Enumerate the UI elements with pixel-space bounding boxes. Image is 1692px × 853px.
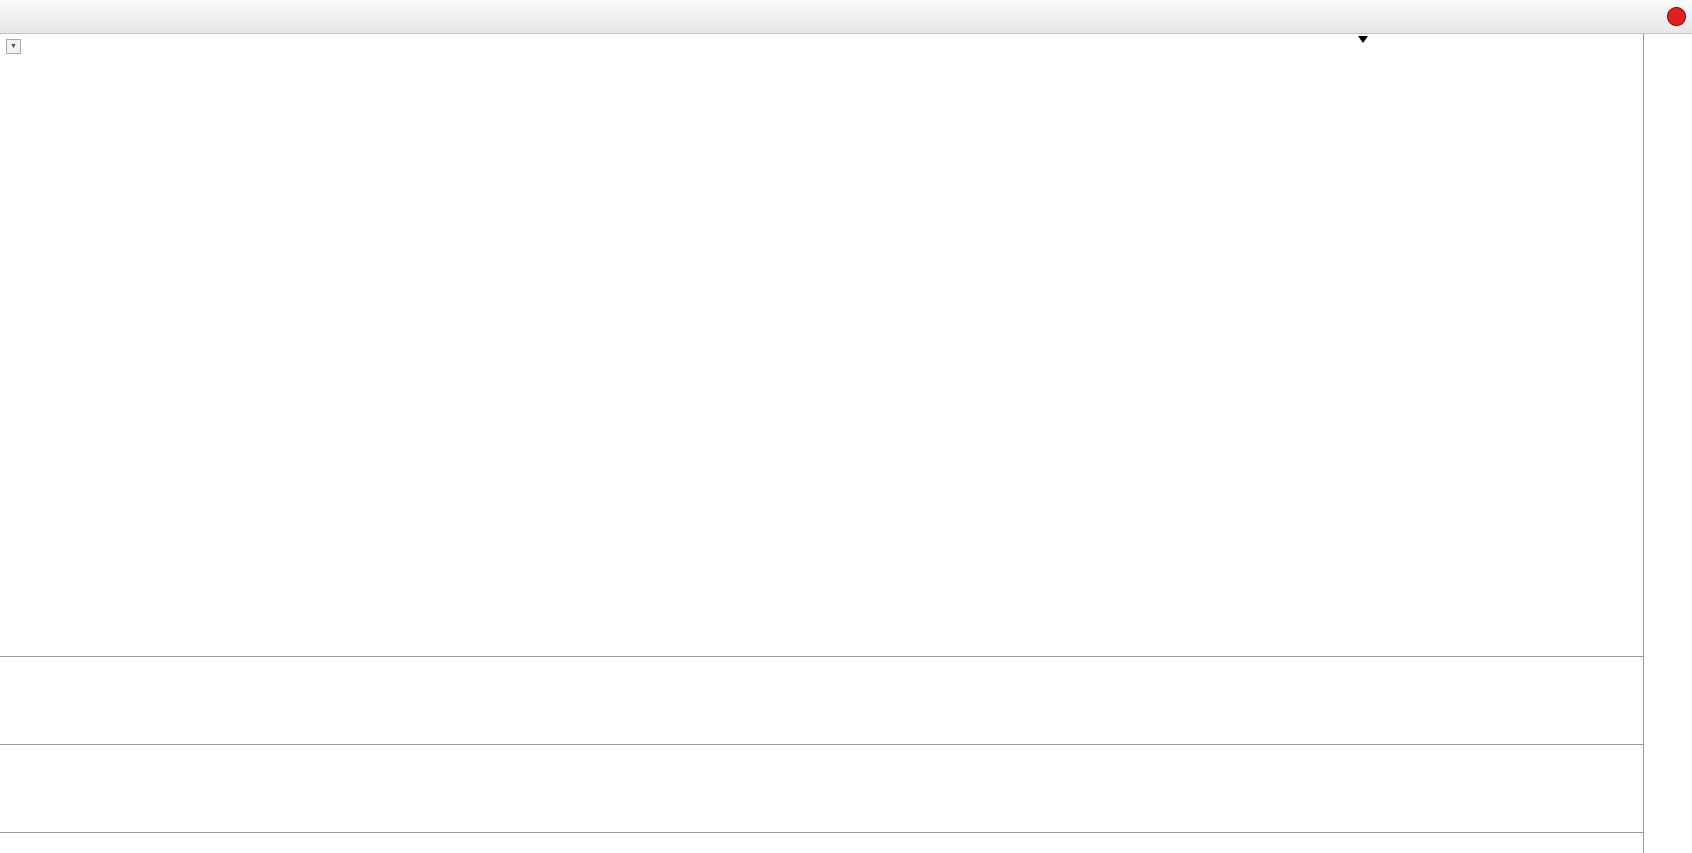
chart-header: ▼ [6, 39, 34, 54]
chart-window[interactable]: ▼ [0, 34, 1692, 853]
main-chart-panel[interactable] [0, 34, 1643, 656]
toolbar-right [1629, 4, 1686, 30]
search-icon [1637, 9, 1653, 25]
rsi-panel[interactable] [0, 744, 1643, 832]
search-button[interactable] [1630, 4, 1660, 30]
chart-shift-marker[interactable] [1358, 36, 1368, 43]
price-axis[interactable] [1643, 34, 1692, 853]
panel-resize-handle[interactable] [0, 656, 1692, 657]
time-axis[interactable] [0, 832, 1692, 853]
panel-resize-handle[interactable] [0, 744, 1692, 745]
notification-badge[interactable] [1667, 7, 1686, 26]
macd-panel[interactable] [0, 656, 1643, 744]
chart-collapse-icon[interactable]: ▼ [6, 39, 21, 54]
toolbar [0, 0, 1692, 34]
